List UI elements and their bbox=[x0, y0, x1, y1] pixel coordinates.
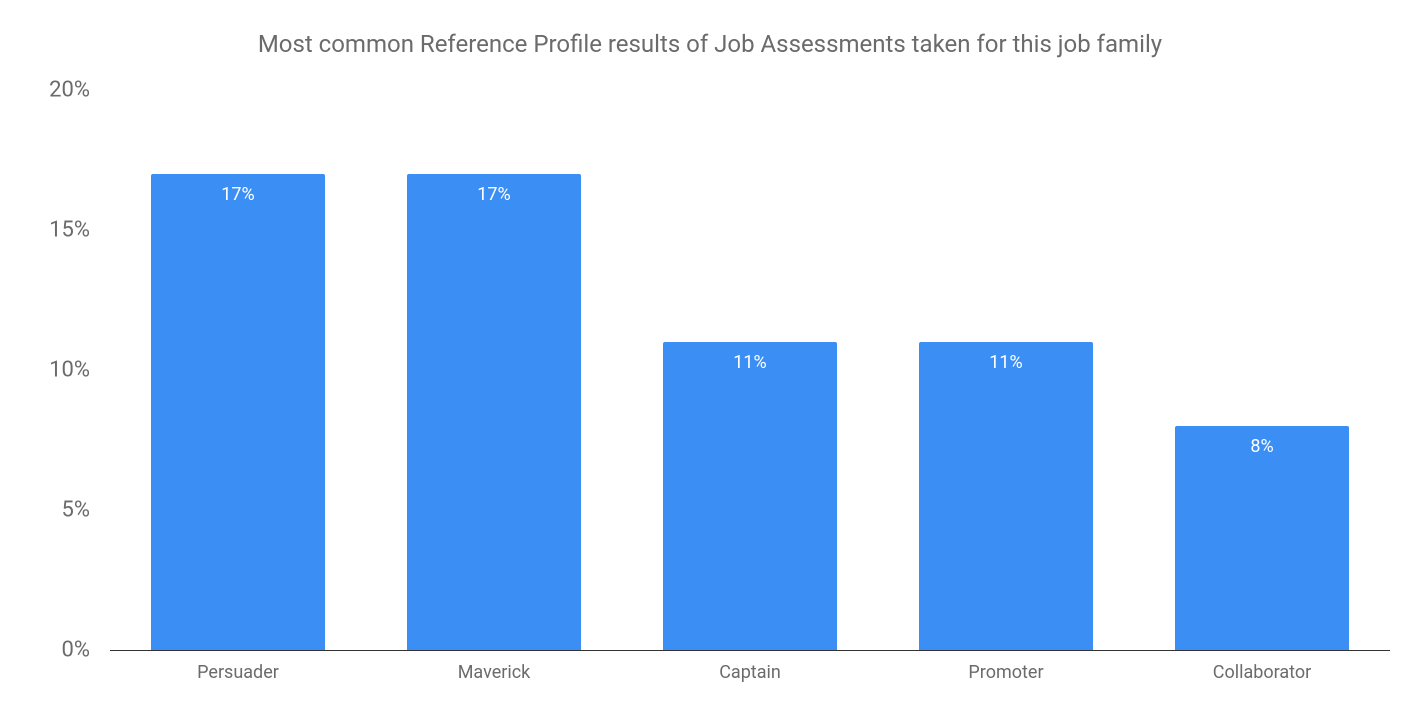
y-tick-label-10: 10% bbox=[30, 358, 90, 383]
bar: 17% bbox=[151, 174, 325, 650]
y-tick-label-20: 20% bbox=[30, 78, 90, 103]
y-axis: 20% 15% 10% 5% 0% bbox=[30, 90, 100, 650]
bar: 8% bbox=[1175, 426, 1349, 650]
y-tick-label-5: 5% bbox=[30, 498, 90, 523]
x-tick-label: Persuader bbox=[110, 662, 366, 683]
bar-value-label: 11% bbox=[663, 352, 837, 373]
bar-slot: 17%Maverick bbox=[366, 90, 622, 650]
bar: 17% bbox=[407, 174, 581, 650]
bar-slot: 8%Collaborator bbox=[1134, 90, 1390, 650]
bar: 11% bbox=[663, 342, 837, 650]
x-tick-label: Collaborator bbox=[1134, 662, 1390, 683]
bar-value-label: 17% bbox=[407, 184, 581, 205]
x-tick-label: Maverick bbox=[366, 662, 622, 683]
bar-slot: 11%Promoter bbox=[878, 90, 1134, 650]
bars-region: 17%Persuader17%Maverick11%Captain11%Prom… bbox=[110, 90, 1390, 650]
x-axis-line bbox=[110, 650, 1390, 651]
chart-title: Most common Reference Profile results of… bbox=[0, 30, 1420, 58]
bar-value-label: 11% bbox=[919, 352, 1093, 373]
x-tick-label: Captain bbox=[622, 662, 878, 683]
bar-slot: 17%Persuader bbox=[110, 90, 366, 650]
x-tick-label: Promoter bbox=[878, 662, 1134, 683]
chart-container: Most common Reference Profile results of… bbox=[0, 0, 1420, 718]
y-tick-label-0: 0% bbox=[30, 638, 90, 663]
bar-value-label: 17% bbox=[151, 184, 325, 205]
bar-slot: 11%Captain bbox=[622, 90, 878, 650]
y-tick-label-15: 15% bbox=[30, 218, 90, 243]
bar: 11% bbox=[919, 342, 1093, 650]
bar-value-label: 8% bbox=[1175, 436, 1349, 457]
